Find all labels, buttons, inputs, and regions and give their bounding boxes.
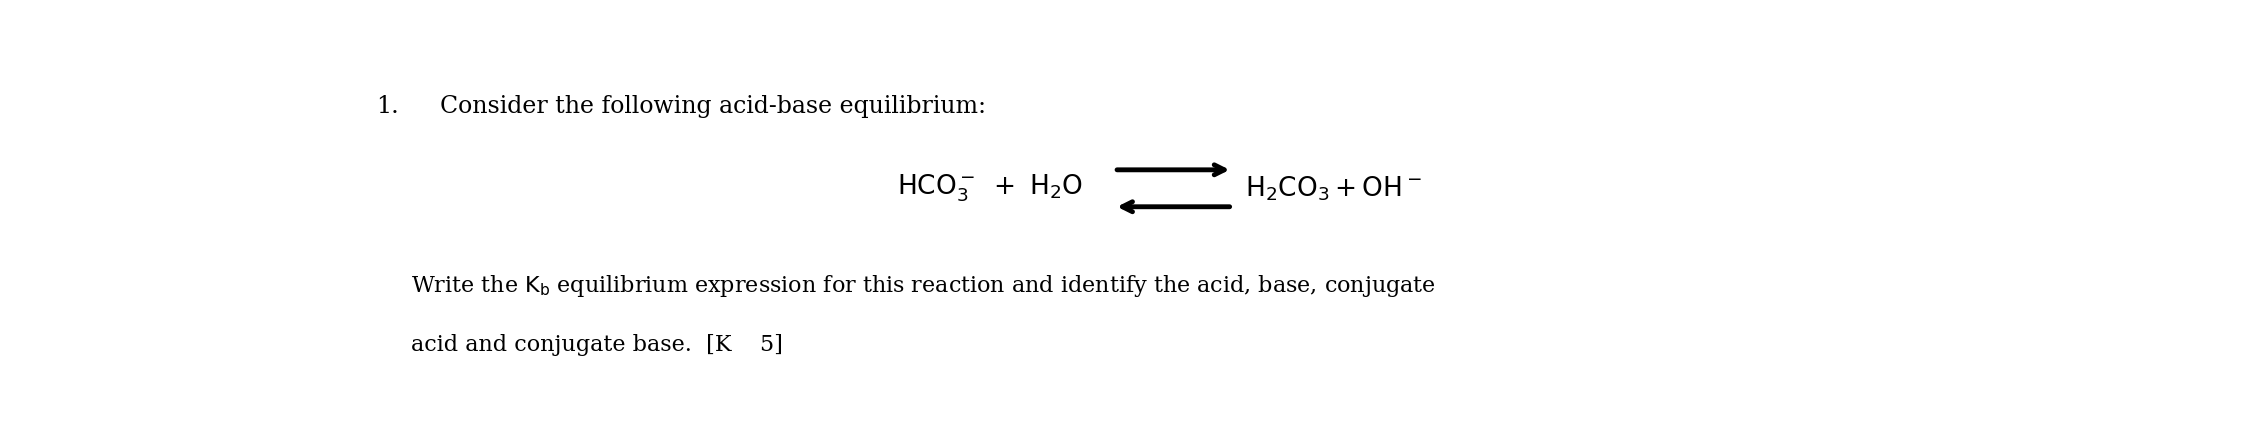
Text: $\mathrm{H_2CO_3 + OH^-}$: $\mathrm{H_2CO_3 + OH^-}$ — [1244, 174, 1421, 203]
Text: acid and conjugate base.  [K    5]: acid and conjugate base. [K 5] — [410, 334, 782, 356]
Text: $\mathrm{HCO_3^-\ +\ H_2O}$: $\mathrm{HCO_3^-\ +\ H_2O}$ — [897, 173, 1083, 204]
Text: Write the $\mathrm{K_b}$ equilibrium expression for this reaction and identify t: Write the $\mathrm{K_b}$ equilibrium exp… — [410, 273, 1435, 300]
Text: 1.: 1. — [377, 95, 399, 118]
Text: Consider the following acid-base equilibrium:: Consider the following acid-base equilib… — [439, 95, 986, 118]
